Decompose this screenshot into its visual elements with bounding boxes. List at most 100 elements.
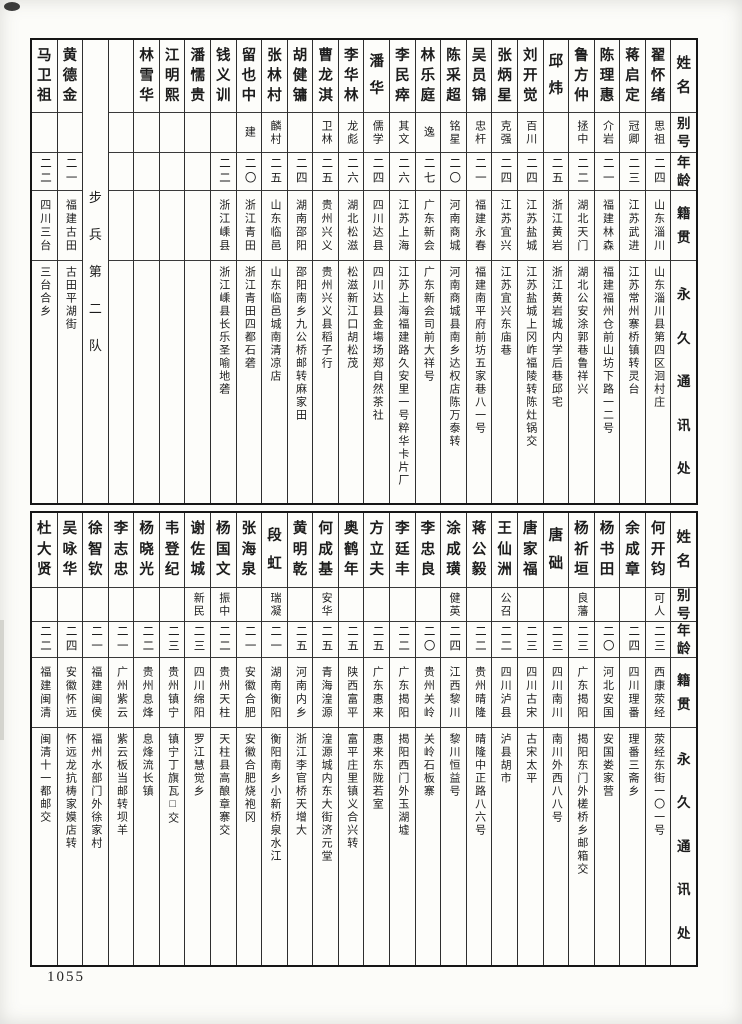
age-cell: 二二 (31, 152, 57, 190)
name-cell: 何开钧 (650, 521, 666, 579)
person-column: 李廷丰 二二 广东揭阳 揭阳西门外玉湖墟 (389, 513, 415, 965)
native-place-cell: 湖南邵阳 (287, 190, 313, 260)
header-age: 年龄 (671, 621, 696, 657)
age-cell: 二二 (134, 621, 159, 657)
name-cell: 胡健镛 (292, 47, 308, 104)
address-cell: 浙江黄岩城内学后巷邱宅 (543, 260, 569, 503)
age-cell: 二一 (83, 621, 108, 657)
alias-cell (57, 112, 83, 152)
header-column: 姓名 别号 年龄 籍贯 永久通讯处 (670, 40, 696, 503)
address-cell: 黎川恒益号 (441, 727, 466, 965)
age-cell: 二六 (338, 152, 364, 190)
alias-cell (543, 587, 569, 621)
age-cell: 二五 (313, 152, 338, 190)
native-place-cell: 湖南衡阳 (262, 657, 287, 727)
alias-cell: 克强 (492, 112, 517, 152)
address-cell: 河南商城县南乡达权店陈万泰转 (441, 260, 466, 503)
address-cell: 晴隆中正路八六号 (466, 727, 492, 965)
person-column: 何成基 安华 二五 青海湟源 湟源城内东大街济元堂 (312, 513, 338, 965)
native-place-cell: 福建古田 (57, 190, 83, 260)
native-place-cell: 广东揭阳 (569, 657, 594, 727)
alias-cell: 拯中 (569, 112, 594, 152)
address-cell: 江苏盐城上冈岞福陵转陈灶锅交 (517, 260, 543, 503)
native-place-cell: 贵州兴义 (313, 190, 338, 260)
columns: 姓名 别号 年龄 籍贯 永久通讯处 何开钧 可人 二三 西康荥经 荥经东街一〇一… (31, 513, 696, 965)
native-place-cell (159, 190, 185, 260)
alias-cell (134, 112, 159, 152)
native-place-cell: 贵州关岭 (415, 657, 441, 727)
address-cell: 古宋太平 (517, 727, 543, 965)
person-column: 林乐庭 逸 二七 广东新会 广东新会司前大祥号 (414, 40, 441, 503)
person-column: 曹龙淇 卫林 二五 贵州兴义 贵州兴义县稻子行 (312, 40, 338, 503)
person-column: 涂成璜 健英 二四 江西黎川 黎川恒益号 (440, 513, 466, 965)
age-cell: 二一 (262, 621, 287, 657)
alias-cell (108, 587, 134, 621)
person-column: 张炳星 克强 二四 江苏宜兴 江苏宜兴东庙巷 (491, 40, 517, 503)
age-cell (185, 152, 211, 190)
age-cell: 二三 (645, 621, 671, 657)
age-cell: 二二 (466, 621, 492, 657)
unit-label-column: 步兵第二队 (82, 40, 108, 503)
age-cell: 二四 (517, 152, 543, 190)
alias-cell (31, 587, 57, 621)
name-cell: 陈理惠 (599, 47, 615, 104)
address-cell: 息烽流长镇 (134, 727, 159, 965)
age-cell: 二三 (517, 621, 543, 657)
name-cell: 曹龙淇 (318, 47, 333, 104)
address-cell: 广东新会司前大祥号 (415, 260, 441, 503)
name-cell: 蒋公毅 (471, 521, 487, 579)
name-cell: 唐础 (548, 528, 564, 572)
native-place-cell: 湖北天门 (569, 190, 594, 260)
unit-label: 步兵第二队 (88, 190, 102, 353)
header-address: 永久通讯处 (671, 727, 696, 965)
name-cell: 李华林 (343, 47, 359, 104)
alias-cell: 百川 (517, 112, 543, 152)
alias-cell: 思祖 (645, 112, 671, 152)
alias-cell (57, 587, 83, 621)
name-cell: 张林村 (267, 47, 282, 104)
address-cell: 松滋新江口胡松茂 (338, 260, 364, 503)
age-cell: 二五 (364, 621, 390, 657)
age-cell: 二一 (594, 152, 620, 190)
alias-cell: 其文 (390, 112, 415, 152)
roster-table-top: 姓名 别号 年龄 籍贯 永久通讯处 翟怀绪 思祖 二四 山东淄川 山东淄川县第四… (30, 38, 698, 505)
address-cell: 江苏宜兴东庙巷 (492, 260, 517, 503)
address-cell: 江苏常州寨桥镇转灵台 (620, 260, 645, 503)
name-cell: 潘懦贵 (190, 47, 205, 104)
address-cell: 安徽合肥烧袍冈 (236, 727, 262, 965)
person-column: 杜大贤 二二 福建闽清 闽清十一都邮交 (31, 513, 57, 965)
name-cell: 潘华 (369, 54, 385, 98)
address-cell: 福建福州仓前山坊下路一二号 (594, 260, 620, 503)
person-column: 杨国文 振中 二二 贵州天柱 天柱县高酿章寨交 (210, 513, 236, 965)
native-place-cell: 河北安国 (594, 657, 620, 727)
age-cell: 二四 (441, 621, 466, 657)
name-cell: 涂成璜 (446, 521, 461, 579)
name-cell: 鲁方仲 (574, 47, 589, 104)
address-cell: 关岭石板寨 (415, 727, 441, 965)
address-cell: 惠来东陇若室 (364, 727, 390, 965)
name-cell: 蒋启定 (625, 47, 640, 104)
native-place-cell: 青海湟源 (313, 657, 338, 727)
age-cell: 二五 (262, 152, 287, 190)
alias-cell (543, 112, 569, 152)
native-place-cell: 广东揭阳 (390, 657, 415, 727)
alias-cell (134, 587, 159, 621)
person-column: 奥鹤年 二五 陕西富平 富平庄里镇义合兴转 (337, 513, 364, 965)
native-place-cell (185, 190, 211, 260)
person-column: 杨祈垣 良藩 二三 广东揭阳 揭阳东门外槎桥乡邮箱交 (568, 513, 594, 965)
name-cell (109, 40, 134, 112)
native-place-cell: 广州紫云 (108, 657, 134, 727)
native-place-cell: 江苏宜兴 (492, 190, 517, 260)
name-cell: 吴员锦 (471, 47, 487, 104)
native-place-cell: 西康荥经 (645, 657, 671, 727)
person-column: 胡健镛 二四 湖南邵阳 邵阳南乡九公桥邮转麻家田 (286, 40, 313, 503)
alias-cell (211, 112, 236, 152)
address-cell: 荥经东街一〇一号 (645, 727, 671, 965)
person-column: 翟怀绪 思祖 二四 山东淄川 山东淄川县第四区洄村庄 (644, 40, 671, 503)
age-cell: 二一 (108, 621, 134, 657)
address-cell: 福建南平府前坊五家巷八一号 (466, 260, 492, 503)
alias-cell (108, 112, 134, 152)
person-column: 陈理惠 介岩 二一 福建林森 福建福州仓前山坊下路一二号 (593, 40, 620, 503)
age-cell: 二六 (390, 152, 415, 190)
address-cell: 富平庄里镇义合兴转 (338, 727, 364, 965)
